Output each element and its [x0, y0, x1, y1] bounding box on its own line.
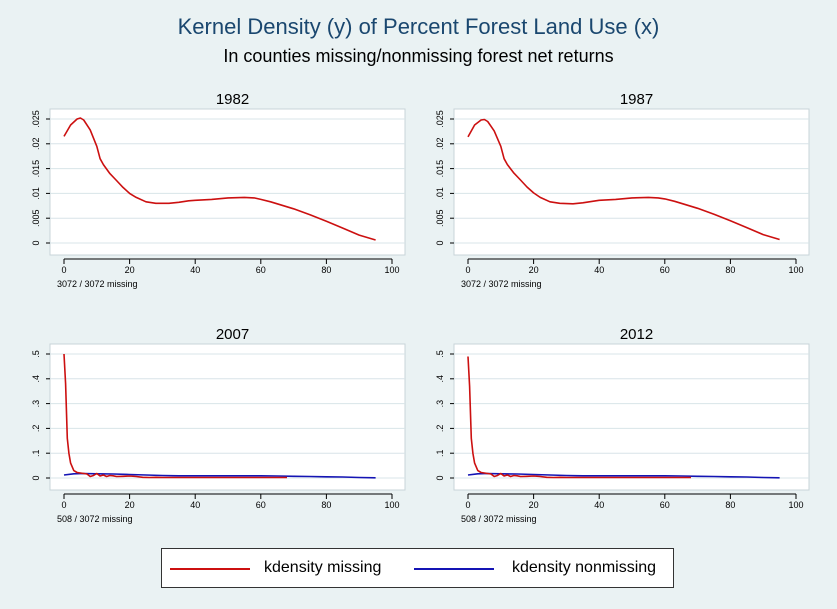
x-tick-label: 0: [61, 265, 66, 275]
series-line-kdensity-missing: [467, 118, 780, 241]
panel-note: 3072 / 3072 missing: [57, 279, 138, 289]
panel-note: 508 / 3072 missing: [461, 514, 537, 524]
y-tick-label: .025: [31, 110, 41, 128]
x-tick-label: 80: [725, 265, 735, 275]
series-line-kdensity-missing: [63, 353, 287, 479]
panel-title: 1982: [216, 91, 249, 108]
chart-subtitle: In counties missing/nonmissing forest ne…: [223, 46, 614, 66]
y-tick-label: .02: [31, 138, 41, 151]
panel-title: 1987: [620, 91, 653, 108]
series-line-kdensity-missing: [467, 356, 691, 479]
series-line-kdensity-nonmissing: [63, 472, 376, 479]
y-tick-label: .4: [31, 375, 41, 383]
legend-swatch-missing: [170, 568, 250, 570]
x-tick-label: 40: [190, 500, 200, 510]
plot-area: [49, 343, 406, 491]
y-tick-label: .5: [31, 350, 41, 358]
x-tick-label: 60: [256, 500, 266, 510]
y-tick-label: 0: [31, 475, 41, 480]
x-tick-label: 100: [384, 500, 399, 510]
x-tick-label: 20: [125, 500, 135, 510]
y-tick-label: .015: [435, 160, 445, 178]
x-tick-label: 60: [660, 265, 670, 275]
panel-title: 2007: [216, 326, 249, 343]
panel-2007: 2007 0 .1 .2 .3 .4 .5 0 20 40 60 80 100 508 / 3072 mi…: [31, 326, 406, 524]
chart-title: Kernel Density (y) of Percent Forest Lan…: [177, 14, 660, 39]
x-tick-label: 0: [465, 500, 470, 510]
y-tick-label: .005: [31, 209, 41, 227]
x-tick-label: 60: [660, 500, 670, 510]
x-tick-label: 0: [465, 265, 470, 275]
y-tick-label: .025: [435, 110, 445, 128]
legend-label-nonmissing: kdensity nonmissing: [512, 559, 657, 576]
y-tick-label: .005: [435, 209, 445, 227]
x-tick-label: 80: [725, 500, 735, 510]
series-line-kdensity-nonmissing: [467, 472, 780, 479]
x-tick-label: 100: [788, 265, 803, 275]
y-tick-label: .01: [31, 187, 41, 200]
plot-area: [453, 108, 810, 256]
y-tick-label: .3: [435, 400, 445, 408]
x-tick-label: 80: [321, 265, 331, 275]
panel-1982: 1982 0 .005 .01 .015 .02 .025 0 20 40 60 80 100 3072 …: [31, 91, 406, 289]
y-tick-label: .2: [31, 425, 41, 433]
x-tick-label: 100: [788, 500, 803, 510]
x-tick-label: 80: [321, 500, 331, 510]
legend-swatch-nonmissing: [414, 568, 494, 570]
x-tick-label: 40: [594, 500, 604, 510]
x-tick-label: 20: [529, 265, 539, 275]
panel-2012: 2012 0 .1 .2 .3 .4 .5 0 20 40 60 80 100 508 / 3072 mi…: [435, 326, 810, 524]
x-tick-label: 0: [61, 500, 66, 510]
plot-area: [453, 343, 810, 491]
x-tick-label: 40: [190, 265, 200, 275]
series-line-kdensity-missing: [63, 117, 376, 241]
y-tick-label: .5: [435, 350, 445, 358]
x-tick-label: 20: [529, 500, 539, 510]
x-tick-label: 100: [384, 265, 399, 275]
panel-title: 2012: [620, 326, 653, 343]
y-tick-label: .02: [435, 138, 445, 151]
x-tick-label: 20: [125, 265, 135, 275]
panel-note: 3072 / 3072 missing: [461, 279, 542, 289]
y-tick-label: .3: [31, 400, 41, 408]
y-tick-label: .2: [435, 425, 445, 433]
y-tick-label: .015: [31, 160, 41, 178]
panel-1987: 1987 0 .005 .01 .015 .02 .025 0 20 40 60 80 100 3072 …: [435, 91, 810, 289]
y-tick-label: 0: [435, 475, 445, 480]
y-tick-label: 0: [435, 240, 445, 245]
y-tick-label: 0: [31, 240, 41, 245]
legend: kdensity missing kdensity nonmissing: [161, 548, 674, 588]
panel-note: 508 / 3072 missing: [57, 514, 133, 524]
x-tick-label: 60: [256, 265, 266, 275]
legend-label-missing: kdensity missing: [264, 559, 382, 576]
x-tick-label: 40: [594, 265, 604, 275]
y-tick-label: .01: [435, 187, 445, 200]
y-tick-label: .1: [435, 449, 445, 457]
y-tick-label: .1: [31, 449, 41, 457]
y-tick-label: .4: [435, 375, 445, 383]
plot-area: [49, 108, 406, 256]
